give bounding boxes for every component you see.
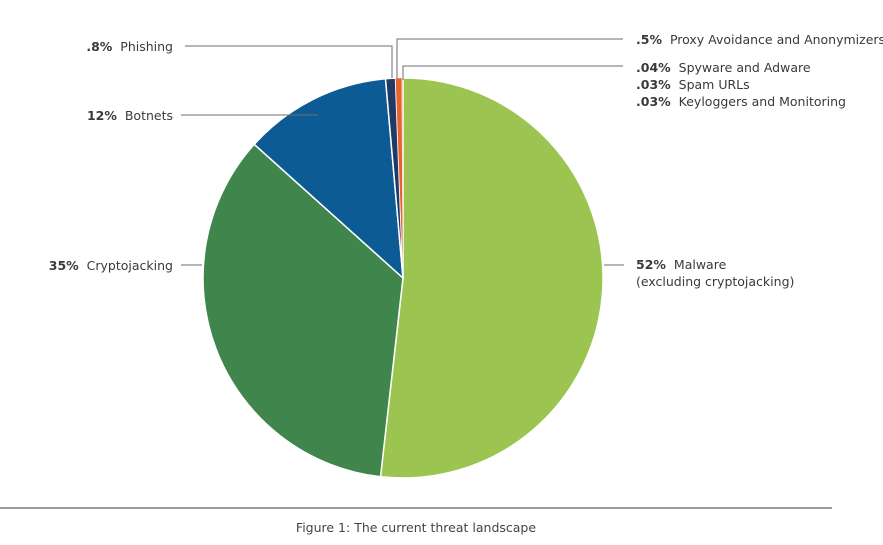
label-spam-pct: .03% [636,77,671,92]
label-malware-sub: (excluding cryptojacking) [636,274,794,289]
label-cryptojacking: 35% Cryptojacking [49,258,173,273]
label-cryptojacking-pct: 35% [49,258,79,273]
pie-chart: .5% Proxy Avoidance and Anonymizers .04%… [49,32,883,479]
label-proxy-pct: .5% [636,32,662,47]
label-malware-name: Malware [674,257,727,272]
pie-slice-botnets [253,77,404,280]
label-spyware: .04% Spyware and Adware [636,60,811,75]
pie-slice-cryptojacking [202,143,404,478]
label-proxy-name: Proxy Avoidance and Anonymizers [670,32,883,47]
label-spyware-pct: .04% [636,60,671,75]
label-botnets: 12% Botnets [87,108,173,123]
label-malware: 52% Malware [636,257,727,272]
leader-line-spyware [402,65,623,80]
label-phishing: .8% Phishing [86,39,173,54]
leader-line-proxy [396,38,623,78]
pie-slice-malware [379,77,604,479]
label-phishing-pct: .8% [86,39,112,54]
label-malware-pct: 52% [636,257,666,272]
figure-caption: Figure 1: The current threat landscape [295,520,537,535]
label-proxy: .5% Proxy Avoidance and Anonymizers [636,32,883,47]
caption-rule [0,507,832,509]
label-malware-sublabel: (excluding cryptojacking) [636,274,794,289]
leader-lines [181,38,624,266]
label-botnets-pct: 12% [87,108,117,123]
label-phishing-name: Phishing [120,39,173,54]
label-keyloggers: .03% Keyloggers and Monitoring [636,94,846,109]
label-spyware-name: Spyware and Adware [679,60,811,75]
label-spam: .03% Spam URLs [636,77,750,92]
label-spam-name: Spam URLs [679,77,750,92]
pie-slices [202,77,604,479]
leader-line-phishing [185,45,393,78]
label-keyloggers-pct: .03% [636,94,671,109]
label-keyloggers-name: Keyloggers and Monitoring [679,94,846,109]
label-cryptojacking-name: Cryptojacking [87,258,173,273]
label-botnets-name: Botnets [125,108,173,123]
